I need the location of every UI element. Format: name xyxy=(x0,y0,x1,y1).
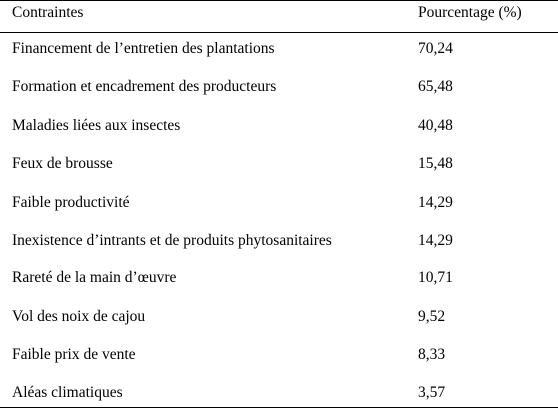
row-2-percentage: 65,48 xyxy=(418,78,453,95)
row-1-percentage: 70,24 xyxy=(418,40,453,57)
row-2-constraint: Formation et encadrement des producteurs xyxy=(12,78,277,95)
row-9-percentage: 8,33 xyxy=(418,346,446,363)
row-8-constraint: Vol des noix de cajou xyxy=(12,308,146,325)
row-7-constraint: Rareté de la main d’œuvre xyxy=(12,269,177,286)
row-10-constraint: Aléas climatiques xyxy=(12,384,123,401)
row-6-constraint: Inexistence d’intrants et de produits ph… xyxy=(12,232,332,249)
row-8-percentage: 9,52 xyxy=(418,308,446,325)
row-5-constraint: Faible productivité xyxy=(12,194,130,211)
row-3-percentage: 40,48 xyxy=(418,117,453,134)
table-header-rule xyxy=(0,32,558,33)
header-contraintes: Contraintes xyxy=(12,4,84,21)
row-4-constraint: Feux de brousse xyxy=(12,155,113,172)
row-1-constraint: Financement de l’entretien des plantatio… xyxy=(12,40,275,57)
row-3-constraint: Maladies liées aux insectes xyxy=(12,117,181,134)
row-9-constraint: Faible prix de vente xyxy=(12,346,136,363)
row-10-percentage: 3,57 xyxy=(418,384,446,401)
row-6-percentage: 14,29 xyxy=(418,232,453,249)
row-7-percentage: 10,71 xyxy=(418,269,453,286)
header-pourcentage: Pourcentage (%) xyxy=(418,4,522,21)
table-top-rule xyxy=(0,0,558,1)
row-4-percentage: 15,48 xyxy=(418,155,453,172)
row-5-percentage: 14,29 xyxy=(418,194,453,211)
